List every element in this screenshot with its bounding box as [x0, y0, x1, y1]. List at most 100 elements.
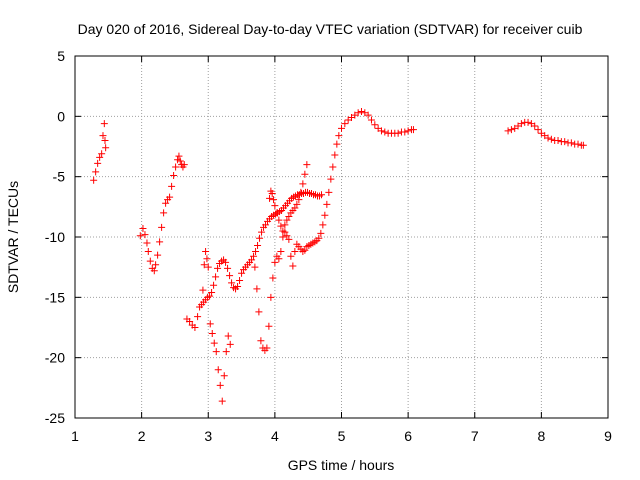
series-seg6 — [266, 161, 311, 235]
chart-title: Day 020 of 2016, Sidereal Day-to-day VTE… — [78, 21, 583, 37]
data-point — [270, 196, 278, 204]
data-point — [255, 308, 263, 316]
data-point — [531, 122, 539, 130]
data-point — [354, 109, 362, 117]
data-point — [222, 258, 230, 266]
data-point — [401, 128, 409, 136]
data-point — [99, 132, 107, 140]
data-point — [202, 247, 210, 255]
data-point — [263, 344, 271, 352]
data-point — [175, 152, 183, 160]
data-point — [100, 120, 108, 128]
y-tick-label: 0 — [57, 108, 65, 124]
data-point — [204, 263, 212, 271]
series-seg1 — [90, 120, 110, 184]
data-point — [257, 337, 265, 345]
grid — [75, 56, 608, 418]
data-point — [544, 134, 552, 142]
data-point — [158, 223, 166, 231]
y-tick-label: -25 — [45, 410, 65, 426]
data-point — [279, 233, 287, 241]
series-seg3 — [183, 188, 326, 331]
data-point — [248, 256, 256, 264]
data-point — [285, 235, 293, 243]
data-point — [143, 239, 151, 247]
series-seg5 — [251, 108, 417, 354]
data-point — [96, 153, 104, 161]
data-point — [166, 193, 174, 201]
data-point — [253, 285, 261, 293]
data-point — [279, 227, 287, 235]
data-point — [381, 128, 389, 136]
data-point — [504, 127, 512, 135]
data-point — [269, 274, 277, 282]
data-point — [265, 322, 273, 330]
data-point — [234, 282, 242, 290]
data-point — [266, 194, 274, 202]
plot-frame — [74, 55, 609, 419]
data-point — [94, 159, 102, 167]
series-seg4 — [199, 247, 234, 405]
x-tick-label: 9 — [604, 428, 612, 444]
data-point — [154, 251, 162, 259]
data-point — [295, 196, 303, 204]
data-point — [162, 199, 170, 207]
data-point — [141, 231, 149, 239]
series-seg2 — [136, 152, 188, 275]
data-point — [146, 257, 154, 265]
data-point — [136, 232, 144, 240]
data-point — [210, 339, 218, 347]
data-point — [319, 221, 327, 229]
y-tick-label: -5 — [53, 169, 66, 185]
data-point — [317, 229, 325, 237]
series-seg7 — [504, 118, 587, 149]
data-point — [262, 221, 270, 229]
data-point — [289, 262, 297, 270]
data-point — [254, 241, 262, 249]
data-point — [250, 252, 258, 260]
data-point — [210, 281, 218, 289]
data-point — [554, 136, 562, 144]
data-point — [271, 202, 279, 210]
data-point — [156, 238, 164, 246]
data-point — [170, 171, 178, 179]
data-point — [214, 366, 222, 374]
data-point — [338, 124, 345, 132]
data-point — [567, 139, 575, 147]
data-point — [267, 293, 275, 301]
y-tick-label: -10 — [45, 229, 65, 245]
data-point — [574, 140, 582, 148]
data-point — [226, 340, 234, 348]
data-point — [224, 332, 232, 340]
data-point — [321, 211, 329, 219]
data-point — [547, 135, 555, 143]
data-point — [256, 234, 264, 242]
data-point — [206, 292, 214, 300]
data-marks — [90, 108, 587, 405]
data-point — [517, 120, 525, 128]
data-point — [327, 175, 335, 183]
x-tick-label: 7 — [471, 428, 479, 444]
data-point — [150, 267, 158, 275]
x-tick-label: 2 — [138, 428, 146, 444]
data-point — [92, 168, 100, 176]
data-point — [579, 141, 587, 149]
data-point — [507, 126, 515, 134]
data-point — [203, 255, 211, 263]
data-point — [329, 163, 337, 171]
data-point — [404, 127, 412, 135]
x-tick-label: 4 — [271, 428, 279, 444]
data-point — [176, 157, 184, 165]
y-tick-label: 5 — [57, 48, 65, 64]
data-point — [367, 116, 375, 124]
x-tick-label: 1 — [71, 428, 79, 444]
data-point — [168, 182, 176, 190]
data-point — [318, 191, 326, 199]
data-point — [268, 190, 276, 198]
data-point — [212, 348, 220, 356]
data-point — [561, 138, 569, 146]
data-point — [341, 120, 349, 128]
data-point — [299, 180, 307, 188]
data-point — [333, 140, 341, 148]
data-point — [206, 320, 214, 328]
